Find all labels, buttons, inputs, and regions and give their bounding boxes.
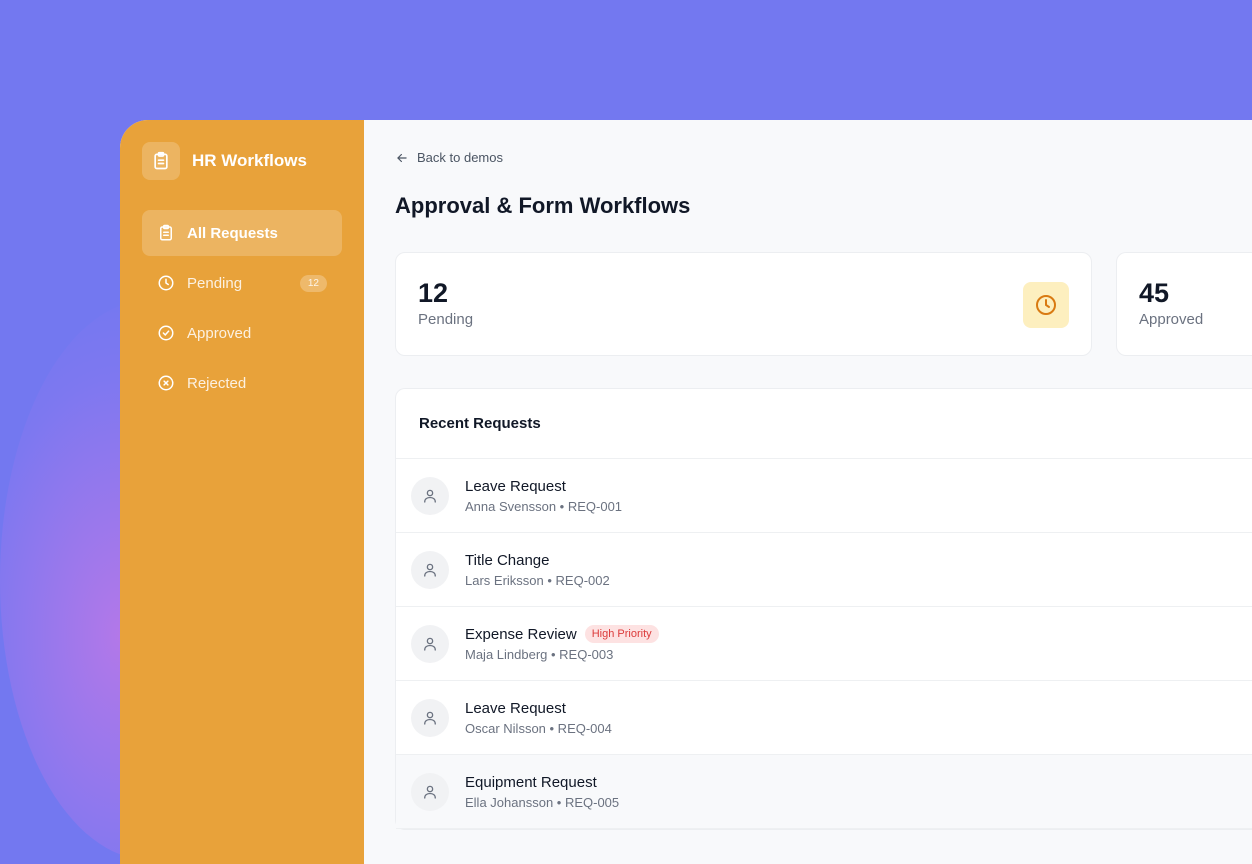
sidebar-item-pending[interactable]: Pending 12	[142, 260, 342, 306]
recent-requests-panel: Recent Requests Leave Request Anna Svens…	[395, 388, 1252, 830]
clock-icon	[158, 275, 174, 291]
request-meta: Anna Svensson • REQ-001	[465, 498, 623, 514]
user-icon	[411, 698, 449, 737]
request-title: Expense Review	[465, 625, 577, 643]
request-title: Equipment Request	[465, 773, 597, 791]
brand: HR Workflows	[142, 142, 342, 180]
request-row[interactable]: Equipment Request Ella Johansson • REQ-0…	[396, 755, 1252, 829]
stat-value: 45	[1139, 278, 1170, 308]
request-title: Title Change	[465, 551, 550, 569]
clipboard-icon	[160, 224, 172, 241]
request-title: Leave Request	[465, 477, 566, 495]
user-icon	[411, 624, 449, 663]
app-title: HR Workflows	[192, 151, 307, 170]
sidebar-item-label: Approved	[187, 324, 252, 342]
arrow-left-icon	[397, 153, 407, 162]
user-icon	[411, 550, 449, 589]
page-title: Approval & Form Workflows	[395, 193, 691, 218]
sidebar-item-label: Rejected	[187, 374, 247, 392]
main-content: Back to demos Approval & Form Workflows …	[364, 120, 1252, 864]
request-row[interactable]: Leave Request Oscar Nilsson • REQ-004	[396, 681, 1252, 755]
app-window: HR Workflows All Requests Pending 12 App…	[120, 120, 1252, 864]
user-icon	[411, 772, 449, 811]
stat-value: 12	[418, 278, 449, 308]
request-meta: Oscar Nilsson • REQ-004	[465, 720, 612, 736]
request-meta: Maja Lindberg • REQ-003	[465, 647, 614, 662]
clock-icon	[1023, 282, 1069, 328]
sidebar-item-rejected[interactable]: Rejected	[142, 360, 342, 406]
user-icon	[411, 476, 449, 515]
panel-title: Recent Requests	[396, 389, 1252, 459]
back-label: Back to demos	[417, 150, 503, 165]
request-row[interactable]: Leave Request Anna Svensson • REQ-001	[396, 459, 1252, 533]
stats-row: 12 Pending 45 Approved	[395, 252, 1252, 356]
stat-card-pending: 12 Pending	[395, 252, 1092, 356]
sidebar-item-approved[interactable]: Approved	[142, 310, 342, 356]
sidebar: HR Workflows All Requests Pending 12 App…	[120, 120, 364, 864]
sidebar-item-label: All Requests	[187, 224, 278, 242]
request-meta: Lars Eriksson • REQ-002	[465, 572, 610, 588]
sidebar-item-all-requests[interactable]: All Requests	[142, 210, 342, 256]
request-title: Leave Request	[465, 699, 566, 717]
request-meta: Ella Johansson • REQ-005	[465, 794, 620, 810]
clipboard-icon	[142, 142, 180, 180]
check-circle-icon	[158, 325, 174, 341]
stat-card-approved: 45 Approved	[1116, 252, 1252, 356]
priority-badge: High Priority	[584, 625, 659, 643]
request-list: Leave Request Anna Svensson • REQ-001 Ti…	[396, 459, 1252, 829]
request-row[interactable]: Expense Review High Priority Maja Lindber…	[396, 607, 1252, 681]
x-circle-icon	[158, 375, 174, 391]
pending-count-badge: 12	[299, 274, 327, 292]
back-link[interactable]: Back to demos	[395, 150, 1252, 165]
stat-label: Pending	[418, 311, 474, 328]
stat-label: Approved	[1139, 311, 1204, 328]
sidebar-item-label: Pending	[187, 274, 243, 292]
request-row[interactable]: Title Change Lars Eriksson • REQ-002	[396, 533, 1252, 607]
